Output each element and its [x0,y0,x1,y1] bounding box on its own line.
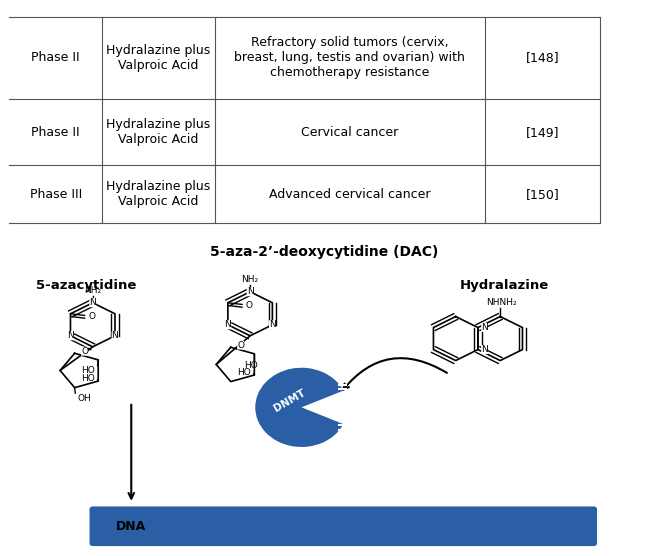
Text: Phase III: Phase III [30,187,82,201]
Text: Phase II: Phase II [32,51,80,64]
Text: Phase II: Phase II [32,126,80,138]
Text: DNMT: DNMT [272,388,308,414]
Text: [150]: [150] [526,187,559,201]
Text: NH₂: NH₂ [84,286,101,295]
Text: [148]: [148] [526,51,559,64]
Text: DNA: DNA [116,520,146,533]
Text: Refractory solid tumors (cervix,
breast, lung, testis and ovarian) with
chemothe: Refractory solid tumors (cervix, breast,… [235,36,465,80]
Text: Cervical cancer: Cervical cancer [301,126,399,138]
Text: NHNH₂: NHNH₂ [486,297,517,306]
Text: Hydralazine plus
Valproic Acid: Hydralazine plus Valproic Acid [106,118,211,146]
Text: HO: HO [244,361,258,370]
Text: O: O [81,346,88,356]
Text: N: N [269,320,276,329]
Text: O: O [89,312,95,321]
Text: 5-aza-2’-deoxycytidine (DAC): 5-aza-2’-deoxycytidine (DAC) [210,245,438,259]
Text: Hydralazine plus
Valproic Acid: Hydralazine plus Valproic Acid [106,44,211,72]
Text: [149]: [149] [526,126,559,138]
Text: N: N [224,320,231,329]
Text: N: N [67,331,74,340]
Text: HO: HO [81,366,95,375]
Text: HO: HO [81,374,95,383]
Text: Hydralazine plus
Valproic Acid: Hydralazine plus Valproic Acid [106,180,211,208]
Text: N: N [89,298,96,307]
Text: N: N [111,331,119,340]
Text: Hydralazine: Hydralazine [459,279,548,292]
FancyBboxPatch shape [89,507,597,546]
Text: HO: HO [237,368,251,377]
Wedge shape [255,368,343,447]
Text: O: O [237,340,244,350]
Text: 5-azacytidine: 5-azacytidine [36,279,137,292]
Text: OH: OH [78,394,91,403]
Text: O: O [246,301,253,310]
Text: N: N [481,345,488,354]
Text: Advanced cervical cancer: Advanced cervical cancer [269,187,430,201]
Text: N: N [481,323,488,332]
Text: NH₂: NH₂ [242,275,259,284]
Text: N: N [247,287,253,296]
